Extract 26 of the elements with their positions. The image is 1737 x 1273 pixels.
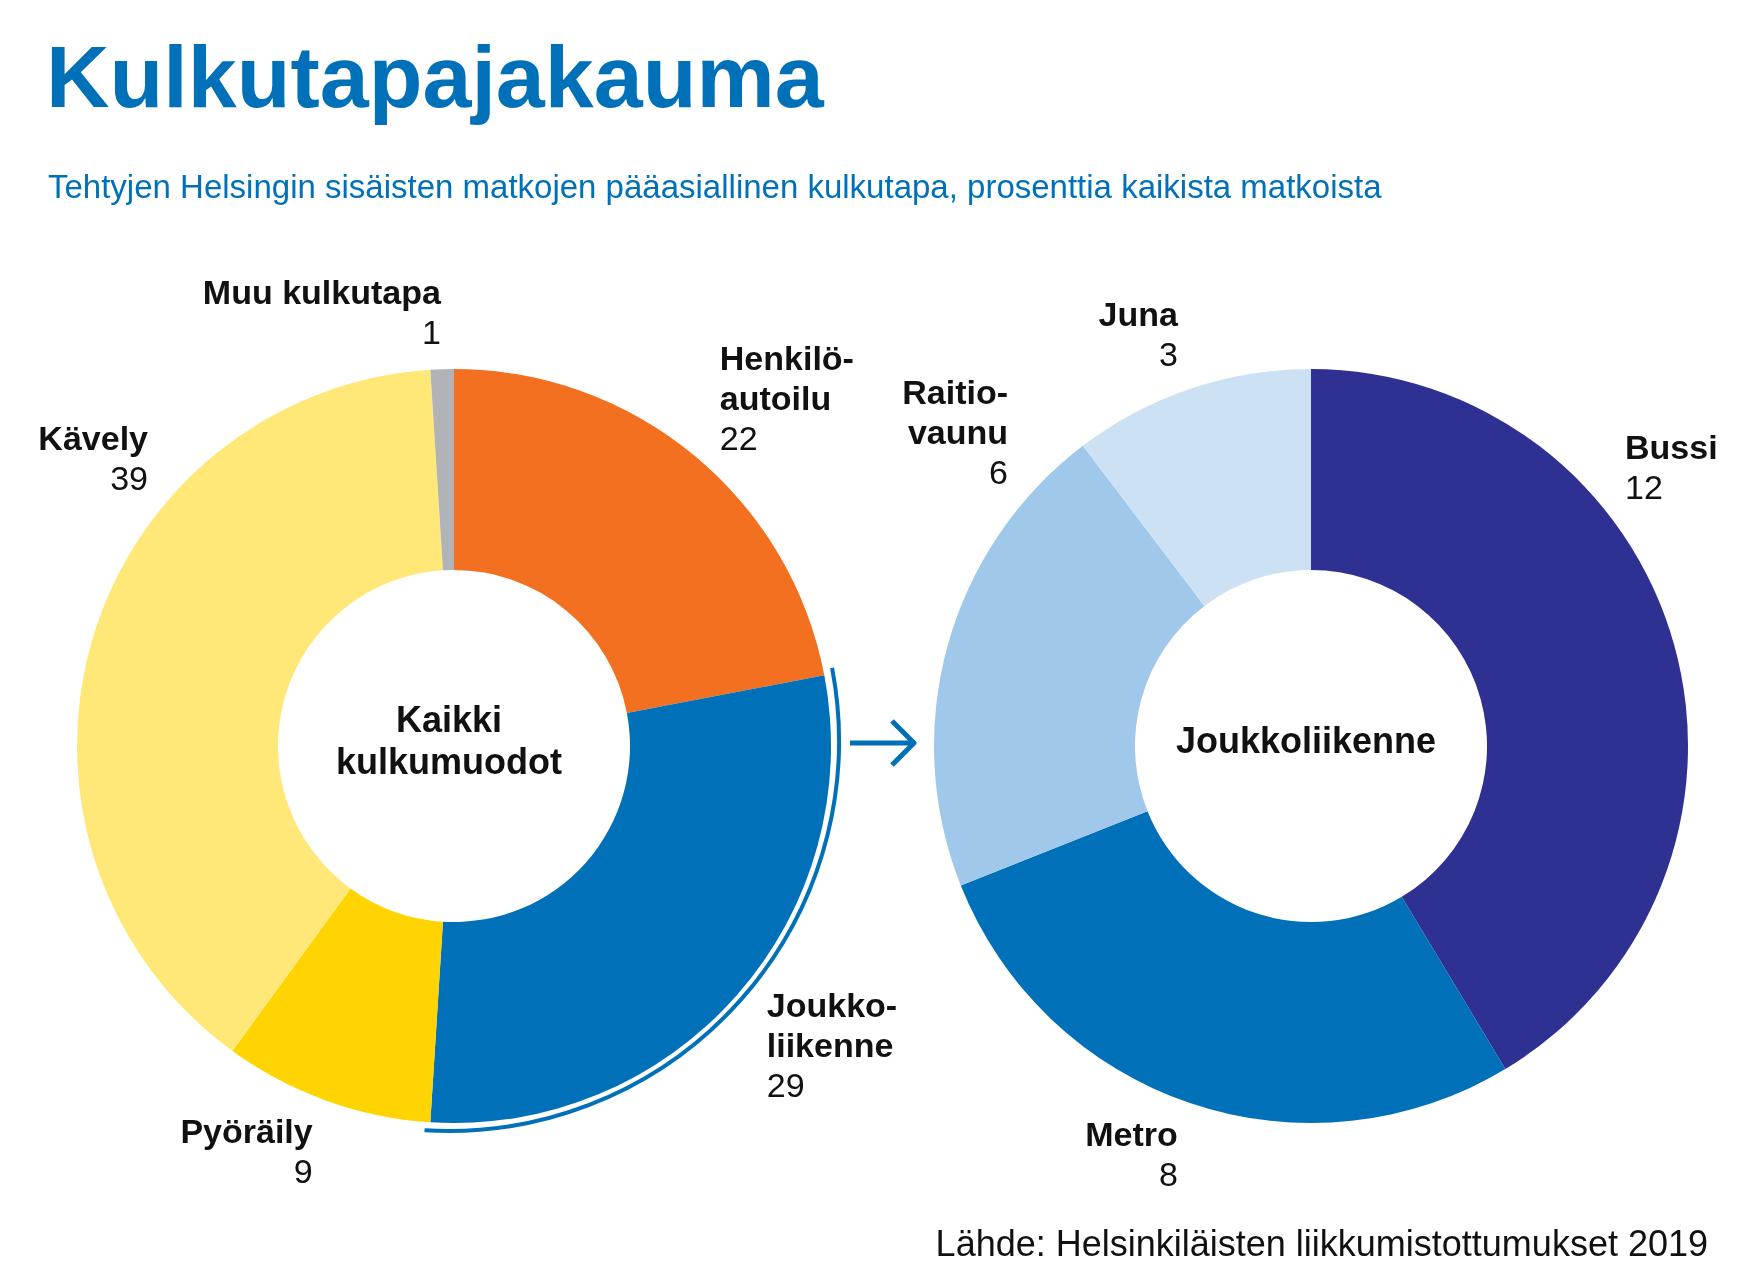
- donut-slice: [430, 369, 454, 571]
- slice-label: Kävely: [38, 418, 149, 457]
- data-label: 39: [110, 458, 148, 497]
- data-label: 6: [989, 453, 1008, 492]
- slice-label: Juna: [1098, 294, 1179, 333]
- slice-label: Joukko- liikenne: [766, 985, 898, 1064]
- data-label: 22: [719, 418, 758, 457]
- data-label: 3: [1158, 334, 1178, 373]
- text: Joukkoliikenne: [1174, 719, 1438, 763]
- donut-slice: [960, 811, 1506, 1123]
- slice-label: Metro: [1085, 1115, 1178, 1154]
- chart-subtitle: Tehtyjen Helsingin sisäisten matkojen pääasiallinen kulkutapa, prosenttia kaikista matkoista: [48, 168, 1382, 206]
- slice-label: Raitio- vaunu: [902, 373, 1008, 452]
- chart-title: Kulkutapajakauma: [46, 26, 824, 128]
- slice-label: Muu kulkutapa: [202, 273, 442, 312]
- slice-label: Bussi: [1625, 428, 1718, 467]
- text: Kaikki kulkumuodot: [335, 698, 563, 784]
- donut-slice: [1082, 369, 1311, 606]
- data-label: 1: [421, 313, 441, 352]
- data-label: 29: [766, 1065, 805, 1104]
- data-label: 8: [1158, 1155, 1178, 1194]
- slice-label: Pyöräily: [180, 1112, 313, 1151]
- text: Lähde: Helsinkiläisten liikkumistottumukset 2019: [935, 1223, 1708, 1265]
- data-label: 9: [293, 1152, 313, 1191]
- slice-label: Henkilö- autoilu: [719, 338, 854, 417]
- data-label: 12: [1625, 468, 1663, 507]
